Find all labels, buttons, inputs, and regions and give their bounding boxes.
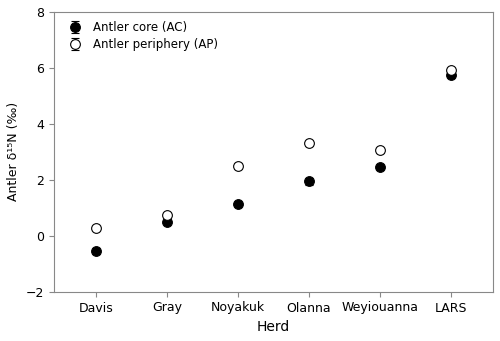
- Y-axis label: Antler δ¹⁵N (‰): Antler δ¹⁵N (‰): [7, 102, 20, 202]
- X-axis label: Herd: Herd: [256, 320, 290, 334]
- Legend: Antler core (AC), Antler periphery (AP): Antler core (AC), Antler periphery (AP): [60, 18, 221, 55]
